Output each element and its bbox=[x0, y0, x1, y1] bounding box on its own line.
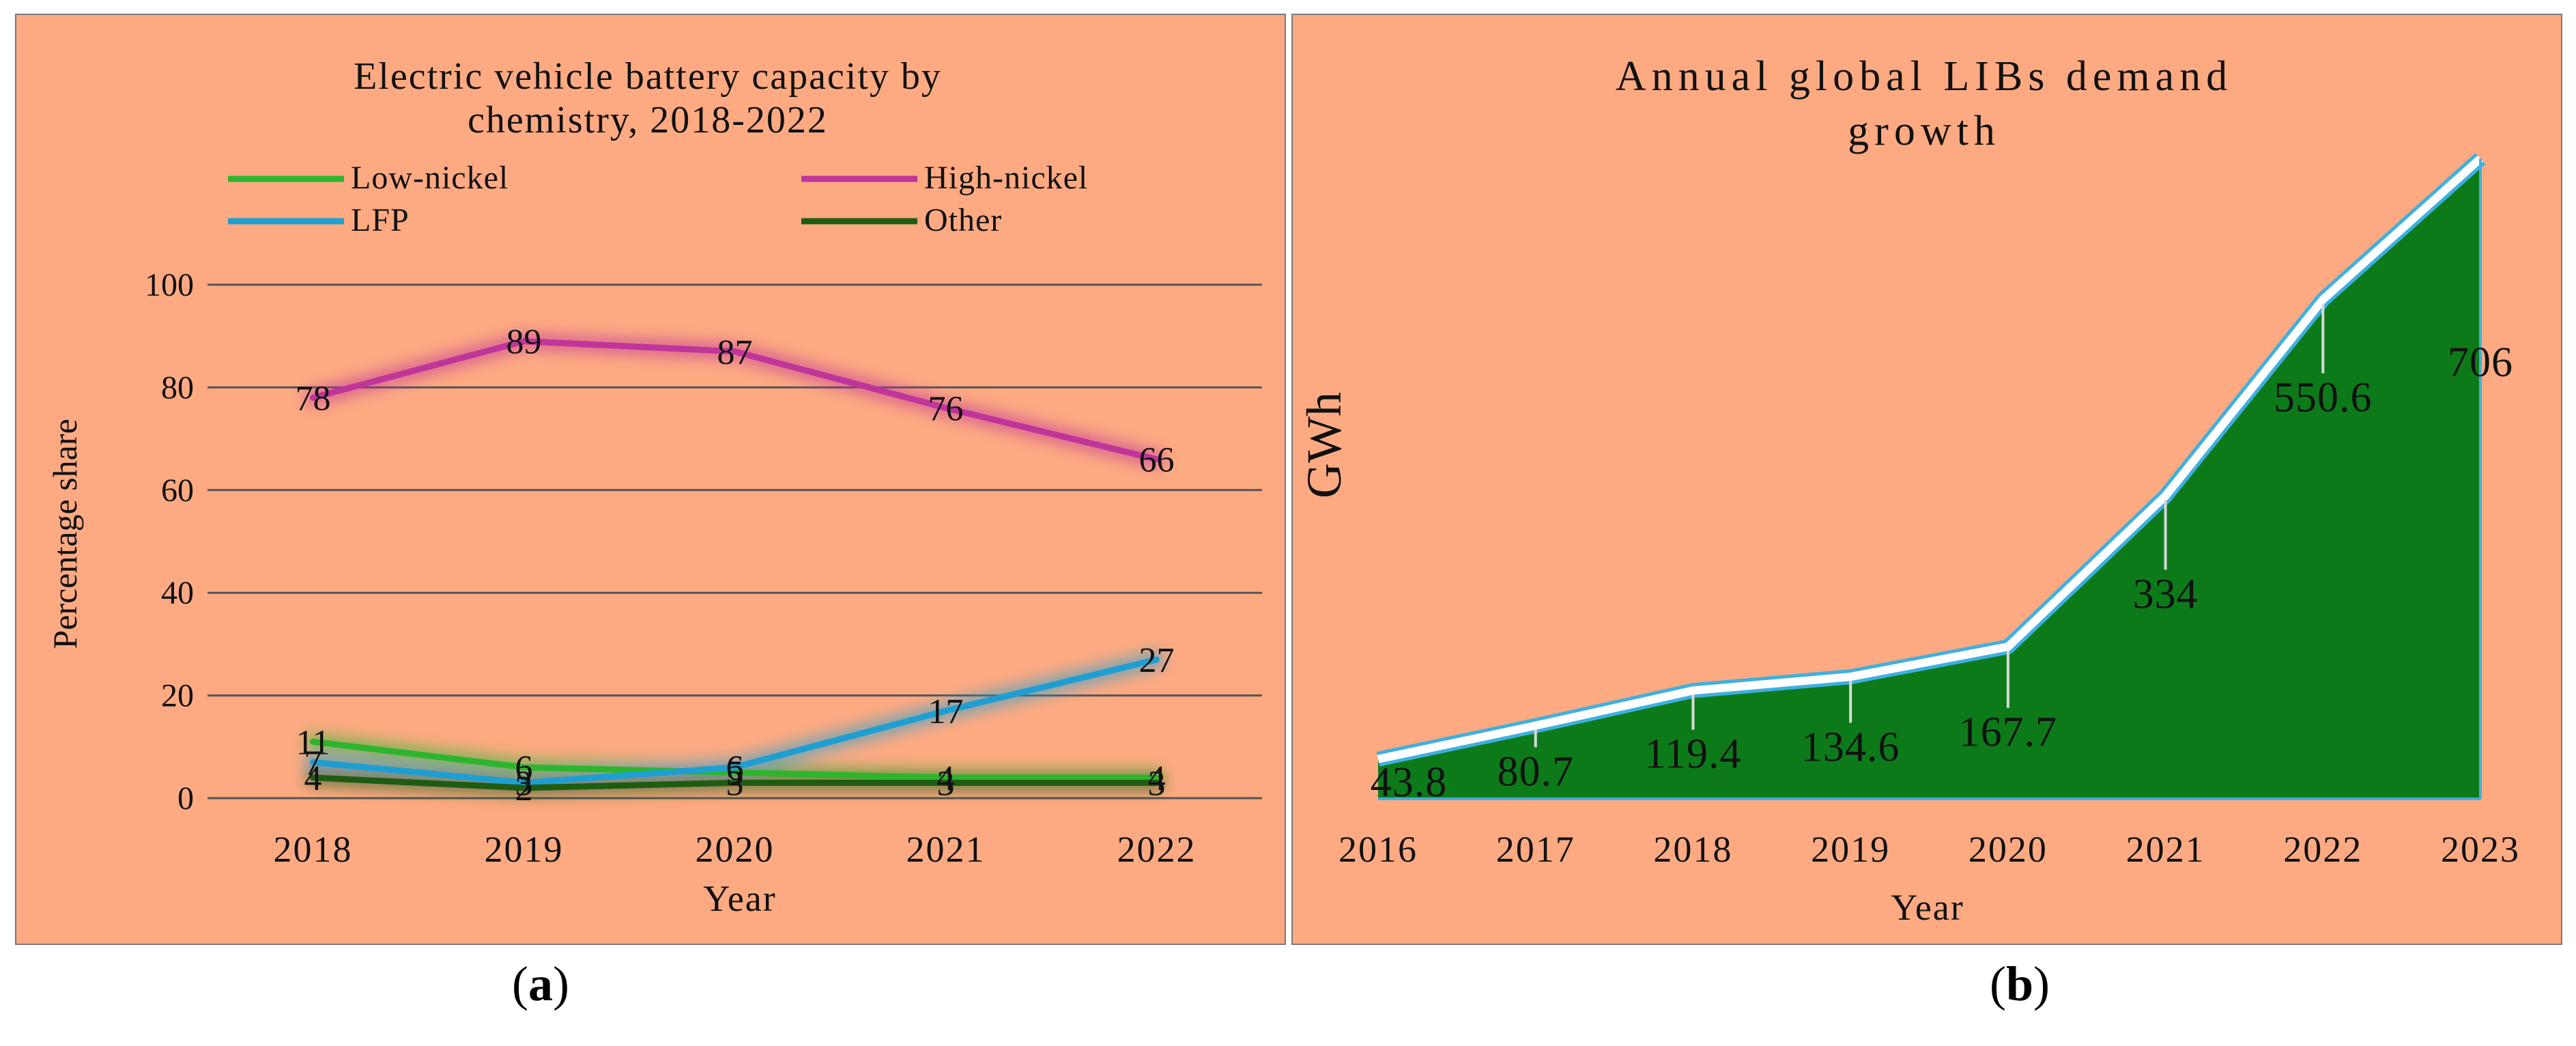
legend-label-low-nickel: Low-nickel bbox=[351, 160, 509, 196]
x-tick-2017: 2017 bbox=[1496, 829, 1575, 870]
x-tick-labels: 2018 2019 2020 2021 2022 bbox=[274, 829, 1197, 870]
label-2020: 167.7 bbox=[1959, 709, 2058, 756]
series-lines bbox=[310, 338, 1160, 791]
legend-label-lfp: LFP bbox=[351, 202, 410, 238]
legend-label-other: Other bbox=[924, 202, 1002, 238]
data-labels: 43.8 80.7 119.4 134.6 167.7 334 550.6 706 bbox=[1371, 339, 2513, 806]
caption-b-letter: b bbox=[2005, 957, 2034, 1011]
label-2022: 550.6 bbox=[2274, 375, 2373, 421]
area-fill bbox=[1378, 158, 2480, 800]
panel-a: Electric vehicle battery capacity by che… bbox=[15, 14, 1286, 945]
x-tick-2021: 2021 bbox=[2126, 829, 2205, 870]
chart-a-y-axis-label: Percentage share bbox=[46, 419, 84, 649]
label-other-2020: 3 bbox=[726, 764, 744, 803]
label-low-nickel-2021: 4 bbox=[937, 759, 955, 798]
y-tick-40: 40 bbox=[161, 575, 194, 611]
x-tick-2018: 2018 bbox=[274, 829, 353, 870]
chart-b-x-axis-label: Year bbox=[1891, 887, 1964, 928]
legend: Low-nickel High-nickel LFP Other bbox=[228, 160, 1088, 238]
label-high-nickel-2022: 66 bbox=[1139, 441, 1175, 480]
label-lfp-2022: 27 bbox=[1139, 641, 1175, 680]
chart-a-title-line-1: Electric vehicle battery capacity by bbox=[354, 55, 942, 98]
series-glows bbox=[304, 332, 1166, 797]
line-high-nickel bbox=[310, 338, 1160, 463]
chart-a-x-axis-label: Year bbox=[703, 878, 777, 919]
line-other bbox=[310, 774, 1160, 791]
label-other-2019: 2 bbox=[515, 769, 533, 808]
x-tick-2020: 2020 bbox=[1969, 829, 2048, 870]
area-series bbox=[1376, 152, 2486, 800]
y-tick-0: 0 bbox=[177, 780, 194, 817]
y-tick-100: 100 bbox=[145, 267, 194, 303]
panel-b: Annual global LIBs demand growth 43.8 80.… bbox=[1291, 14, 2562, 945]
label-2023: 706 bbox=[2448, 339, 2513, 386]
label-other-2022: 3 bbox=[1148, 764, 1166, 803]
label-high-nickel-2019: 89 bbox=[506, 323, 542, 362]
chart-b-title-line-1: Annual global LIBs demand bbox=[1616, 53, 2233, 100]
label-lfp-2020: 6 bbox=[726, 749, 744, 788]
x-tick-2018: 2018 bbox=[1653, 829, 1732, 870]
label-low-nickel-2018: 11 bbox=[296, 723, 330, 762]
label-high-nickel-2020: 87 bbox=[717, 333, 753, 372]
caption-a-letter: a bbox=[528, 957, 553, 1011]
label-low-nickel-2020: 5 bbox=[726, 754, 744, 793]
label-low-nickel-2019: 6 bbox=[515, 749, 533, 788]
label-2019: 134.6 bbox=[1801, 724, 1900, 771]
x-tick-2019: 2019 bbox=[1811, 829, 1890, 870]
gridlines bbox=[207, 283, 1262, 800]
x-tick-2022: 2022 bbox=[1117, 829, 1197, 870]
drop-lines bbox=[1534, 303, 2325, 748]
label-2021: 334 bbox=[2133, 571, 2199, 617]
chart-b-y-axis-label: GWh bbox=[1297, 392, 1351, 498]
y-tick-80: 80 bbox=[161, 369, 194, 406]
x-tick-2022: 2022 bbox=[2283, 829, 2362, 870]
label-2018: 119.4 bbox=[1644, 731, 1741, 778]
area-edge bbox=[1377, 155, 2484, 763]
x-tick-2016: 2016 bbox=[1339, 829, 1418, 870]
x-tick-2020: 2020 bbox=[696, 829, 775, 870]
x-tick-2019: 2019 bbox=[485, 829, 564, 870]
label-lfp-2021: 17 bbox=[928, 692, 964, 731]
line-lfp bbox=[310, 656, 1160, 786]
x-tick-2023: 2023 bbox=[2441, 829, 2520, 870]
label-low-nickel-2022: 4 bbox=[1148, 759, 1166, 798]
y-tick-20: 20 bbox=[161, 678, 194, 714]
label-2017: 80.7 bbox=[1497, 748, 1574, 795]
x-tick-2021: 2021 bbox=[906, 829, 986, 870]
label-high-nickel-2018: 78 bbox=[296, 379, 331, 418]
label-lfp-2018: 7 bbox=[304, 744, 322, 782]
x-tick-labels: 2016 2017 2018 2019 2020 2021 2022 2023 bbox=[1339, 829, 2520, 870]
label-lfp-2019: 3 bbox=[515, 764, 533, 803]
label-2016: 43.8 bbox=[1371, 759, 1448, 806]
chart-a: Electric vehicle battery capacity by che… bbox=[46, 55, 1262, 919]
label-high-nickel-2021: 76 bbox=[928, 389, 964, 428]
label-other-2018: 4 bbox=[304, 759, 322, 798]
legend-label-high-nickel: High-nickel bbox=[924, 160, 1088, 196]
caption-a: (a) bbox=[512, 957, 569, 1011]
label-other-2021: 3 bbox=[937, 764, 955, 803]
chart-b: Annual global LIBs demand growth 43.8 80.… bbox=[1297, 53, 2520, 928]
chart-a-title-line-2: chemistry, 2018-2022 bbox=[468, 99, 828, 141]
y-tick-labels: 0 20 40 60 80 100 bbox=[145, 267, 194, 817]
caption-b: (b) bbox=[1990, 957, 2050, 1011]
chart-b-title-line-2: growth bbox=[1848, 108, 2001, 154]
y-tick-60: 60 bbox=[161, 472, 194, 509]
line-low-nickel bbox=[310, 738, 1160, 781]
